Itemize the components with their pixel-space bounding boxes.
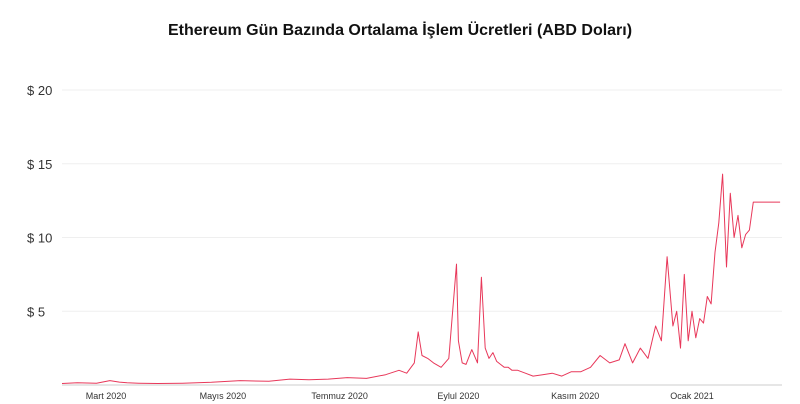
series-layer xyxy=(61,173,781,384)
x-tick-label: Temmuz 2020 xyxy=(311,391,368,401)
x-tick-label: Ocak 2021 xyxy=(670,391,714,401)
x-tick-label: Mart 2020 xyxy=(86,391,127,401)
y-axis-ticks: $ 5 $ 10 $ 15 $ 20 xyxy=(27,83,52,319)
x-tick-label: Kasım 2020 xyxy=(551,391,599,401)
chart-title: Ethereum Gün Bazında Ortalama İşlem Ücre… xyxy=(167,22,633,39)
y-tick-label: $ 5 xyxy=(27,304,45,319)
x-axis-ticks: Mart 2020 Mayıs 2020 Temmuz 2020 Eylul 2020… xyxy=(86,391,714,401)
y-tick-label: $ 20 xyxy=(27,83,52,98)
y-tick-label: $ 10 xyxy=(27,231,52,246)
x-tick-label: Eylul 2020 xyxy=(437,391,479,401)
x-tick-label: Mayıs 2020 xyxy=(200,391,247,401)
grid-layer xyxy=(62,89,782,312)
y-tick-label: $ 15 xyxy=(27,157,52,172)
series-line xyxy=(61,173,781,384)
